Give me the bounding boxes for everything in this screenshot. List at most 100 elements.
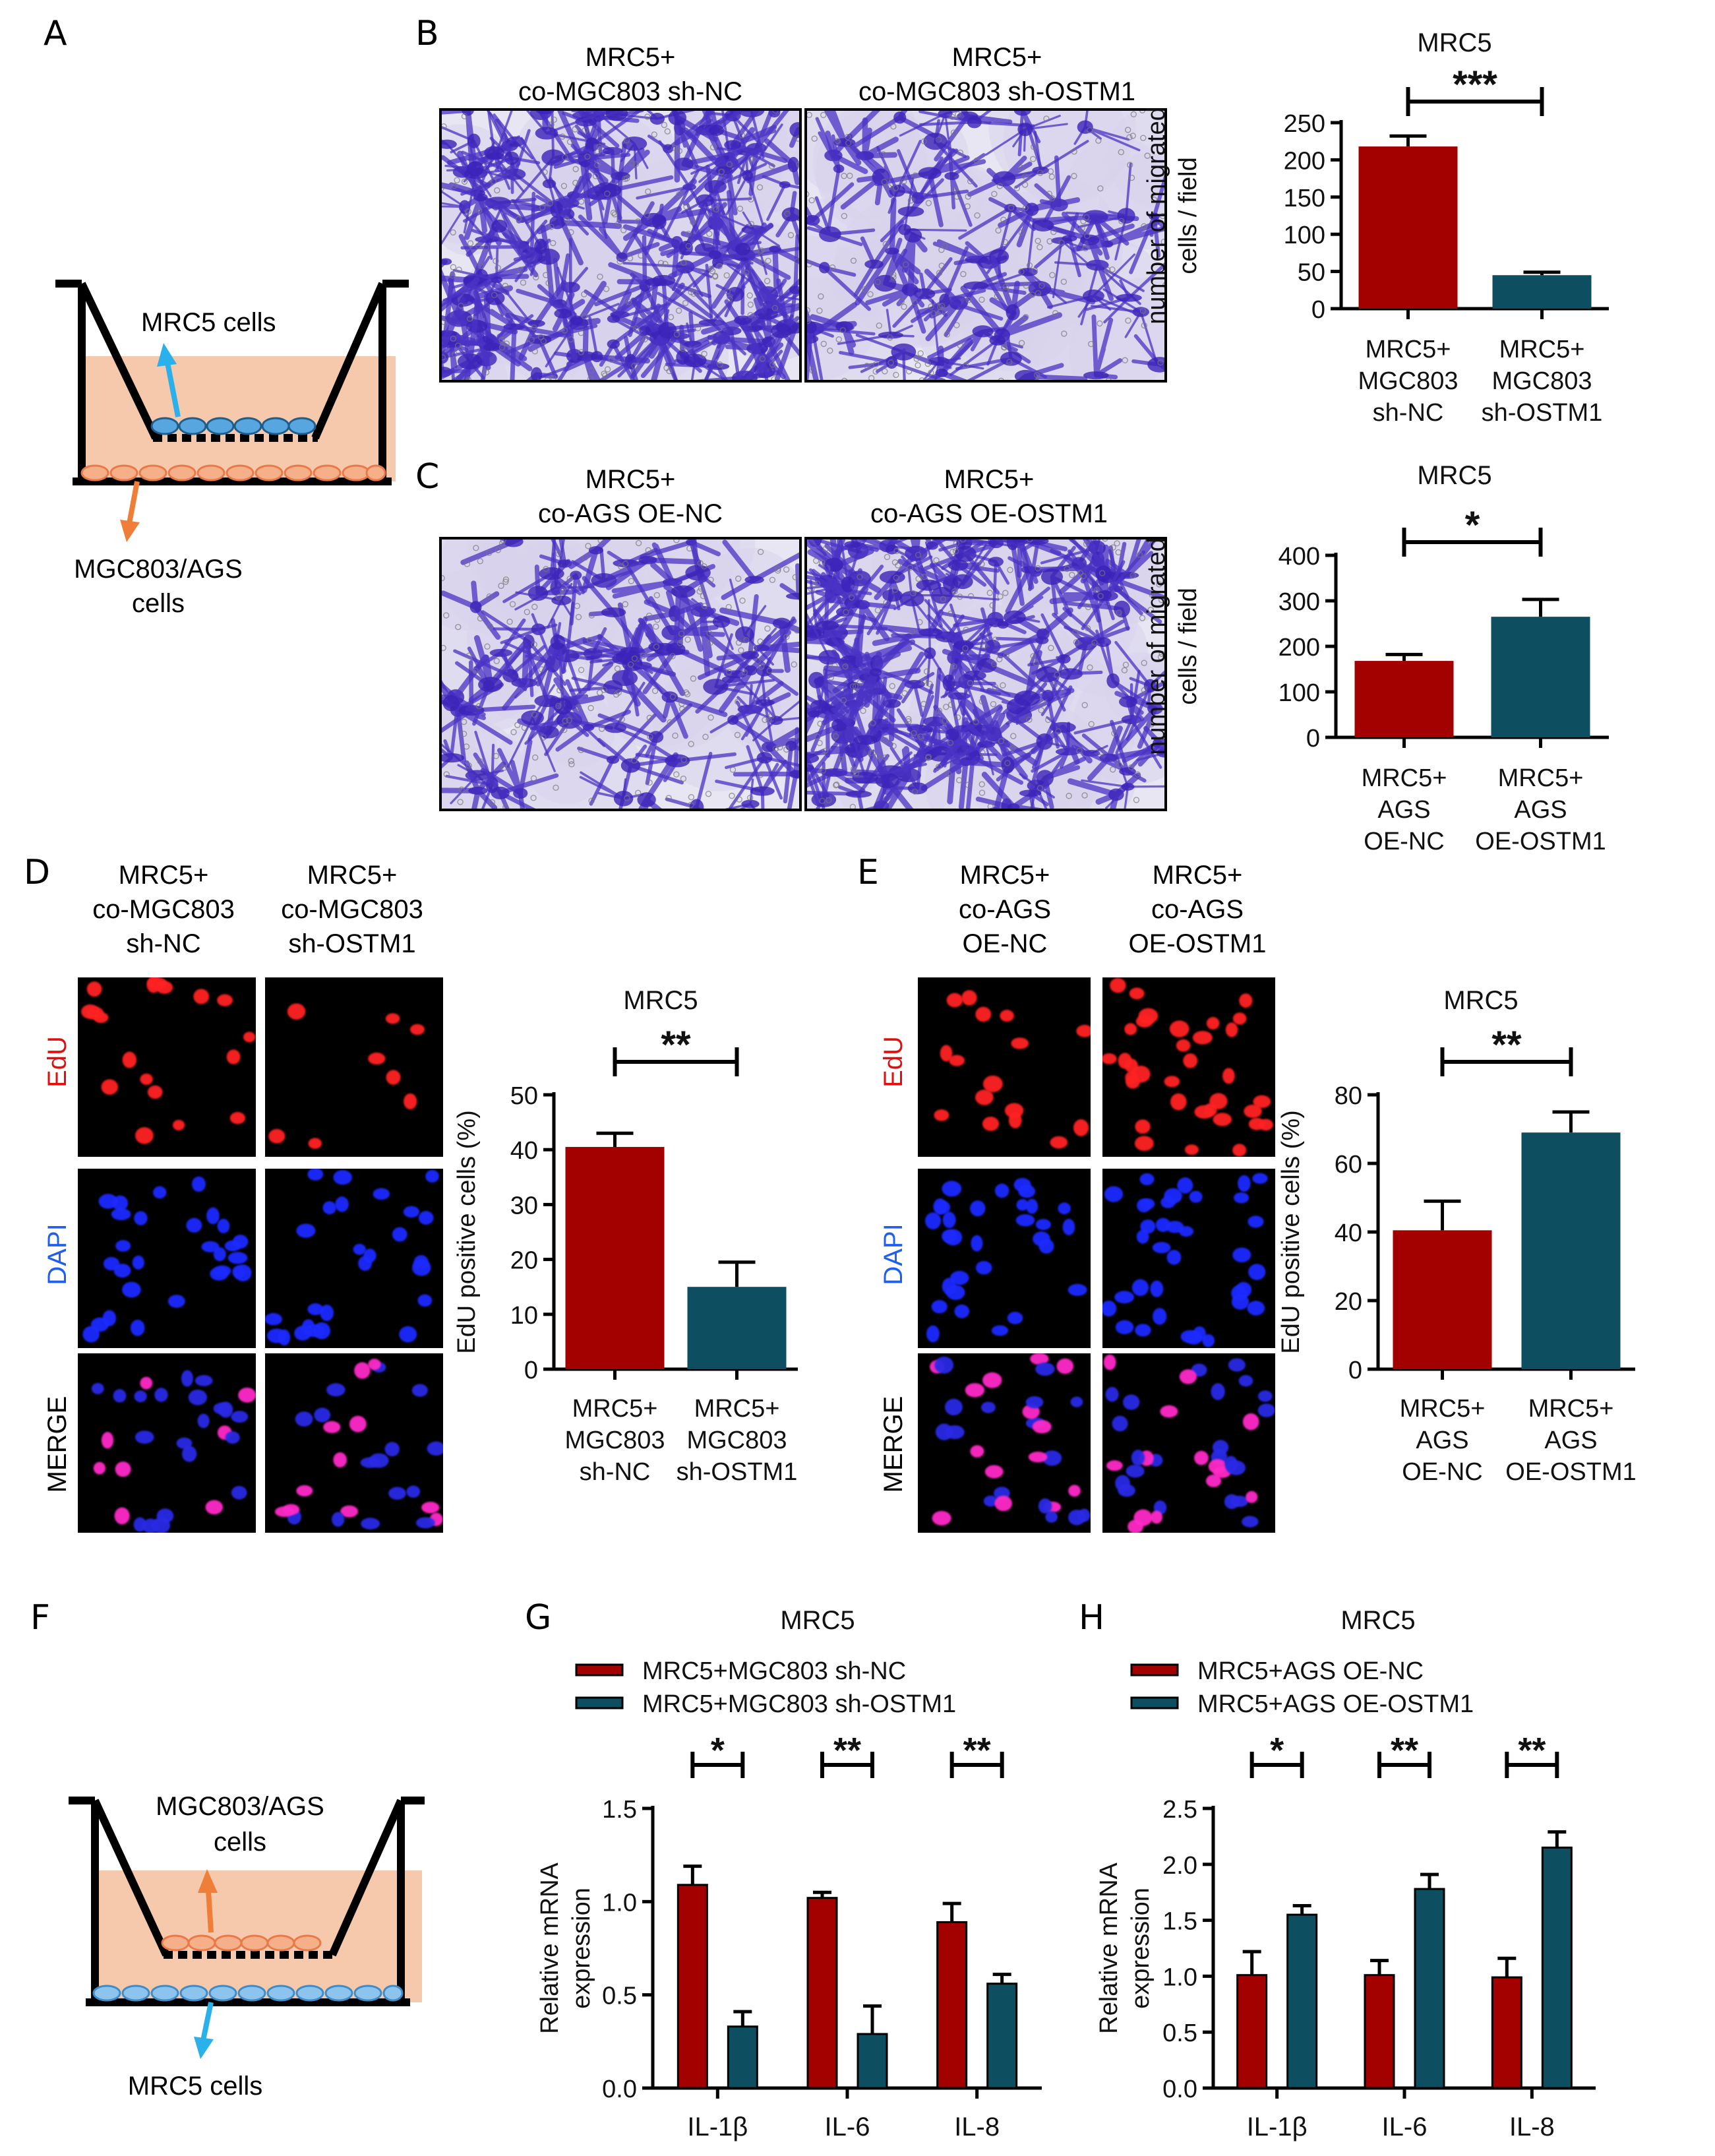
y-tick-label: 0.0 xyxy=(1162,2076,1197,2103)
y-tick-label: 30 xyxy=(510,1192,538,1219)
bar xyxy=(857,2033,888,2089)
y-tick-label: 150 xyxy=(1284,185,1325,212)
y-tick-label: 80 xyxy=(1335,1082,1362,1110)
y-axis-label: cells / field xyxy=(1174,157,1202,274)
significance-label: *** xyxy=(1453,63,1497,106)
micro-e-col2-line3: OE-OSTM1 xyxy=(1129,929,1267,958)
bar xyxy=(1414,1888,1445,2089)
y-tick-label: 1.0 xyxy=(1162,1963,1197,1991)
legend-label: MRC5+MGC803 sh-OSTM1 xyxy=(642,1690,956,1718)
significance-label: * xyxy=(711,1731,725,1770)
micro-b-right-line1: MRC5+ xyxy=(952,43,1042,72)
cells-label: cells xyxy=(132,589,185,618)
micrograph-d-edu-1 xyxy=(78,977,256,1157)
micro-c-left-line1: MRC5+ xyxy=(586,465,676,494)
chart-c-migration: MRC5 number of migrated cells / field 0 100 2… xyxy=(1143,461,1609,855)
bar xyxy=(806,1897,838,2089)
mgc803-ags-label: MGC803/AGS xyxy=(156,1792,324,1821)
micro-e-col2-line2: co-AGS xyxy=(1151,895,1244,924)
micrograph-e-edu-2 xyxy=(1102,977,1275,1157)
micro-d-row-merge: MERGE xyxy=(43,1396,72,1493)
x-tick-label: MGC803 xyxy=(686,1427,787,1454)
significance-label: * xyxy=(1270,1731,1284,1770)
y-tick-label: 20 xyxy=(1335,1288,1362,1316)
x-tick-label: MRC5+ xyxy=(1498,764,1584,792)
y-tick-label: 200 xyxy=(1279,634,1320,662)
micrograph-e-merge-2 xyxy=(1102,1353,1275,1533)
chart-title: MRC5 xyxy=(1443,986,1518,1015)
panel-label-a: A xyxy=(44,14,67,53)
panel-label-h: H xyxy=(1079,1598,1104,1638)
x-tick-label: MRC5+ xyxy=(1366,336,1451,363)
y-tick-label: 0 xyxy=(524,1357,538,1384)
bar xyxy=(687,1287,787,1369)
x-tick-label: IL-8 xyxy=(954,2112,1000,2141)
arrow-up-orange xyxy=(206,1890,214,1933)
significance-label: ** xyxy=(963,1731,991,1770)
chart-h-mrna: MRC5 Relative mRNA expression 0.0 0.5 1.0 1.5 2… xyxy=(1095,1606,1596,2141)
y-tick-label: 250 xyxy=(1284,110,1325,138)
y-tick-label: 50 xyxy=(1298,259,1325,287)
x-tick-label: IL-1β xyxy=(687,2112,748,2141)
x-tick-label: MRC5+ xyxy=(694,1395,780,1423)
y-tick-label: 60 xyxy=(1335,1151,1362,1179)
cancer-cells-bottom xyxy=(80,464,386,481)
legend-label: MRC5+MGC803 sh-NC xyxy=(642,1657,906,1685)
micrographs xyxy=(78,108,1275,1533)
transwell-schematic-f: MGC803/AGS cells MRC5 cells xyxy=(69,1792,425,2101)
x-tick-label: AGS xyxy=(1544,1427,1597,1454)
panel-label-g: G xyxy=(525,1598,551,1638)
micrograph-c-oe-nc xyxy=(439,537,802,811)
x-tick-label: IL-1β xyxy=(1247,2112,1308,2141)
y-axis-label: cells / field xyxy=(1174,588,1202,704)
legend-swatch xyxy=(575,1696,624,1709)
y-tick-label: 100 xyxy=(1279,679,1320,707)
x-tick-label: MGC803 xyxy=(1358,367,1458,395)
micro-d-col1-line3: sh-NC xyxy=(126,929,200,958)
bar xyxy=(1393,1230,1492,1369)
y-axis-label: number of migrated xyxy=(1143,107,1170,324)
chart-title: MRC5 xyxy=(623,986,698,1015)
micro-e-row-dapi: DAPI xyxy=(879,1223,908,1285)
micro-b-left-line2: co-MGC803 sh-NC xyxy=(518,77,742,106)
x-tick-label: sh-OSTM1 xyxy=(677,1458,798,1486)
y-axis-label: Relative mRNA xyxy=(536,1862,564,2033)
x-tick-label: OE-OSTM1 xyxy=(1475,828,1606,855)
arrow-up-blue xyxy=(165,362,181,417)
micro-d-col1-line1: MRC5+ xyxy=(119,861,209,890)
micro-b-right-line2: co-MGC803 sh-OSTM1 xyxy=(858,77,1135,106)
bar xyxy=(1491,1976,1522,2089)
micro-e-col2-line1: MRC5+ xyxy=(1153,861,1243,890)
bar xyxy=(986,1983,1018,2089)
x-tick-label: MGC803 xyxy=(564,1427,665,1454)
chart-title: MRC5 xyxy=(1417,461,1491,490)
mrc5-cells-label: MRC5 cells xyxy=(128,2072,262,2101)
micrograph-e-merge-1 xyxy=(918,1353,1091,1533)
micro-d-row-dapi: DAPI xyxy=(43,1223,72,1285)
chart-b-migration: MRC5 number of migrated cells / field 0 50 10… xyxy=(1143,28,1609,427)
bar xyxy=(936,1921,968,2089)
y-tick-label: 1.5 xyxy=(1162,1908,1197,1936)
panel-label-f: F xyxy=(30,1598,50,1638)
cells-label: cells xyxy=(214,1828,266,1857)
mrc5-cells-bottom xyxy=(92,1985,404,2002)
micro-e-col1-line2: co-AGS xyxy=(959,895,1051,924)
y-axis-label: expression xyxy=(1127,1888,1155,2009)
y-axis-label: expression xyxy=(568,1888,595,2009)
y-tick-label: 1.0 xyxy=(602,1889,637,1917)
micro-d-col2-line1: MRC5+ xyxy=(307,861,398,890)
micrograph-d-merge-1 xyxy=(78,1353,256,1533)
micrograph-e-edu-1 xyxy=(918,977,1091,1157)
bar xyxy=(1492,275,1592,309)
micro-e-row-edu: EdU xyxy=(879,1036,908,1088)
x-tick-label: MRC5+ xyxy=(572,1395,658,1423)
arrow-down-orange xyxy=(127,481,140,524)
x-tick-label: OE-NC xyxy=(1364,828,1444,855)
x-tick-label: sh-NC xyxy=(580,1458,651,1486)
x-tick-label: AGS xyxy=(1514,796,1567,824)
x-tick-label: MRC5+ xyxy=(1499,336,1585,363)
x-tick-label: sh-NC xyxy=(1373,399,1444,427)
micro-c-right-line2: co-AGS OE-OSTM1 xyxy=(870,499,1108,528)
x-tick-label: MGC803 xyxy=(1491,367,1592,395)
y-axis-label: number of migrated xyxy=(1143,538,1170,755)
